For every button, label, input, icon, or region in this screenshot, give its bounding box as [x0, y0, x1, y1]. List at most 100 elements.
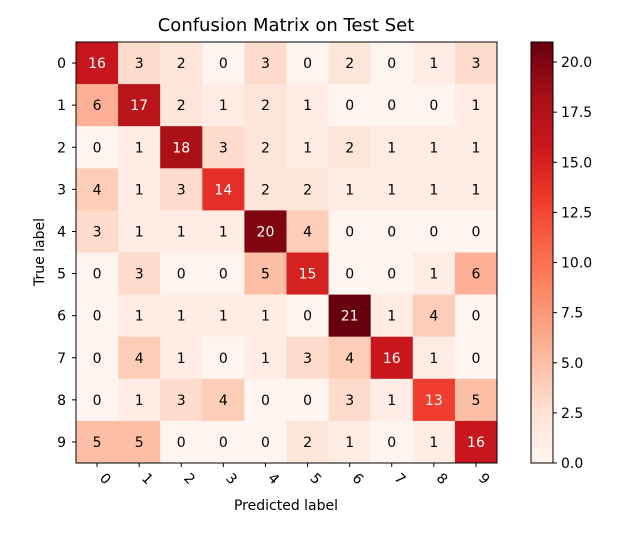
heatmap-cell [370, 42, 413, 85]
cell-value-label: 0 [261, 435, 270, 451]
heatmap-cell [328, 42, 371, 85]
heatmap-cell [160, 336, 203, 379]
cell-value-label: 0 [303, 309, 312, 325]
heatmap-cell [202, 336, 245, 379]
cell-value-label: 0 [303, 393, 312, 409]
x-tick-label: 0 [96, 470, 114, 488]
cell-value-label: 1 [261, 309, 270, 325]
y-axis-ticks: 0 1 2 3 4 5 6 7 8 9 [57, 56, 76, 451]
x-tick-label: 8 [433, 470, 451, 488]
cell-value-label: 1 [471, 182, 480, 198]
heatmap-cell [454, 294, 498, 337]
cell-value-label: 1 [303, 140, 312, 156]
heatmap-cell [370, 294, 413, 337]
heatmap-cell [412, 84, 456, 127]
heatmap-cell [454, 336, 498, 379]
colorbar-tick-label: 17.5 [561, 105, 592, 121]
heatmap-cell [118, 420, 161, 464]
cell-value-label: 6 [93, 98, 102, 114]
cell-value-label: 3 [135, 267, 144, 283]
cell-value-label: 1 [429, 56, 438, 72]
cell-value-label: 4 [219, 393, 228, 409]
cell-value-label: 14 [214, 182, 232, 198]
heatmap-cell [454, 420, 498, 464]
cell-value-label: 1 [429, 351, 438, 367]
cell-value-label: 5 [471, 393, 480, 409]
cell-value-label: 1 [345, 435, 354, 451]
cell-value-label: 1 [135, 140, 144, 156]
y-tick-label: 9 [57, 435, 66, 451]
colorbar-tick-label: 15.0 [561, 155, 592, 171]
cell-value-label: 0 [387, 267, 396, 283]
cell-value-label: 1 [177, 224, 186, 240]
x-tick-label: 6 [349, 470, 367, 488]
heatmap-cell [370, 378, 413, 422]
cell-value-label: 17 [130, 98, 148, 114]
heatmap-cell [328, 336, 371, 379]
cell-value-label: 1 [135, 224, 144, 240]
cell-value-label: 3 [219, 140, 228, 156]
heatmap-cell [454, 42, 498, 85]
y-tick-label: 2 [57, 140, 66, 156]
cell-value-label: 3 [135, 56, 144, 72]
heatmap-cell [370, 126, 413, 169]
colorbar-tick-label: 10.0 [561, 256, 592, 272]
x-axis-ticks: 0 1 2 3 4 5 6 7 8 9 [96, 463, 493, 488]
heatmap-cell [328, 252, 371, 295]
heatmap-cell [118, 84, 161, 127]
cell-value-label: 0 [177, 435, 186, 451]
cell-value-label: 1 [387, 182, 396, 198]
heatmap-cell [412, 42, 456, 85]
y-tick-label: 4 [57, 224, 66, 240]
heatmap-cell [160, 84, 203, 127]
cell-value-label: 0 [471, 224, 480, 240]
heatmap-cell [76, 294, 119, 337]
heatmap-cell [202, 294, 245, 337]
cell-value-label: 1 [177, 309, 186, 325]
cell-value-label: 5 [135, 435, 144, 451]
cell-value-label: 2 [303, 182, 312, 198]
colorbar-tick-label: 20.0 [561, 55, 592, 71]
heatmap-cell [202, 126, 245, 169]
cell-value-label: 0 [93, 309, 102, 325]
x-axis-label: Predicted label [234, 498, 338, 514]
heatmap-cell [202, 84, 245, 127]
cell-value-label: 0 [429, 224, 438, 240]
cell-value-label: 1 [303, 98, 312, 114]
colorbar-tick-label: 0.0 [561, 456, 583, 472]
heatmap-cell [118, 252, 161, 295]
heatmap-cell [286, 84, 329, 127]
cell-value-label: 0 [387, 435, 396, 451]
cell-value-label: 1 [429, 435, 438, 451]
heatmap-value-labels: 16 3 2 0 3 0 2 0 1 36 17 2 1 2 1 0 0 0 10 1 18 3 2 1 2 1 1 14 1 3 14 2 2… [88, 56, 485, 451]
heatmap-cell [160, 126, 203, 169]
heatmap-cell [370, 168, 413, 211]
cell-value-label: 0 [387, 98, 396, 114]
cell-value-label: 1 [219, 98, 228, 114]
cell-value-label: 1 [387, 140, 396, 156]
heatmap-cell [118, 210, 161, 253]
heatmap-cell [412, 210, 456, 253]
heatmap-cells [76, 42, 498, 464]
y-tick-label: 7 [57, 351, 66, 367]
cell-value-label: 3 [471, 56, 480, 72]
y-tick-label: 6 [57, 309, 66, 325]
heatmap-cell [412, 168, 456, 211]
heatmap-cell [454, 126, 498, 169]
x-tick-label: 4 [264, 470, 282, 488]
heatmap-cell [76, 84, 119, 127]
heatmap-cell [160, 294, 203, 337]
cell-value-label: 0 [93, 140, 102, 156]
cell-value-label: 0 [345, 267, 354, 283]
heatmap-cell [244, 294, 287, 337]
cell-value-label: 1 [429, 182, 438, 198]
cell-value-label: 3 [261, 56, 270, 72]
heatmap-cell [286, 336, 329, 379]
heatmap-cell [76, 42, 119, 85]
heatmap-cell [244, 126, 287, 169]
heatmap-cell [328, 378, 371, 422]
cell-value-label: 16 [88, 56, 106, 72]
cell-value-label: 0 [219, 351, 228, 367]
heatmap-cell [160, 252, 203, 295]
